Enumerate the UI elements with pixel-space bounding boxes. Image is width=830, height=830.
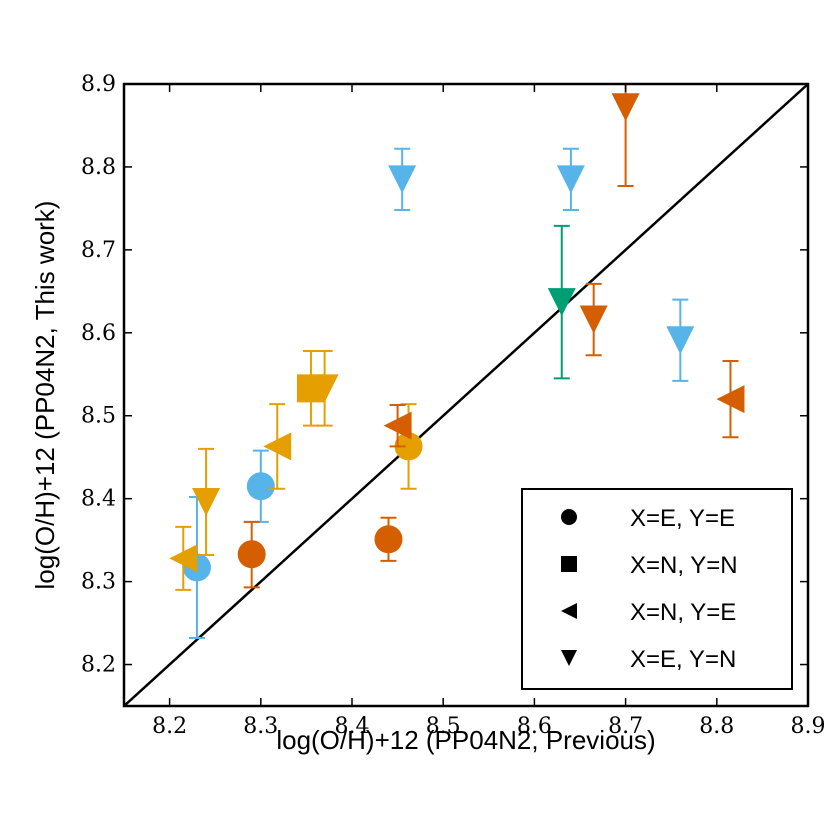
plot-frame	[122, 82, 810, 708]
x-tick-label: 8.3	[243, 714, 278, 739]
data-point-group	[383, 403, 412, 448]
data-point-triangle-down	[192, 487, 221, 516]
y-axis-label: log(O/H)+12 (PP04N2, This work)	[30, 201, 60, 590]
data-point-group	[310, 350, 339, 427]
legend-label: X=N, Y=N	[630, 552, 738, 579]
data-point-circle	[237, 540, 266, 569]
data-point-triangle-down	[388, 165, 417, 194]
y-tick-label: 8.9	[81, 72, 116, 97]
data-point-group	[374, 516, 403, 562]
legend-marker-triangle-down	[561, 650, 577, 666]
data-point-group	[246, 449, 275, 523]
y-tick-label: 8.3	[81, 570, 116, 595]
data-point-group	[716, 359, 745, 439]
data-point-triangle-down	[579, 305, 608, 334]
data-point-triangle-left	[716, 385, 745, 414]
data-point-triangle-left	[263, 432, 292, 461]
data-point-triangle-left	[383, 411, 412, 440]
data-point-triangle-left	[169, 544, 198, 573]
data-point-circle	[374, 525, 403, 554]
data-point-group	[666, 298, 695, 382]
data-point-group	[579, 282, 608, 357]
data-point-group	[556, 147, 585, 212]
data-point-group	[547, 224, 576, 380]
legend-label: X=N, Y=E	[630, 599, 736, 626]
x-tick-label: 8.8	[699, 714, 734, 739]
data-point-group	[263, 403, 292, 490]
data-point-circle	[394, 432, 423, 461]
x-tick-label: 8.5	[426, 714, 461, 739]
y-tick-label: 8.5	[81, 404, 116, 429]
y-tick-label: 8.7	[81, 238, 116, 263]
legend: X=E, Y=E X=N, Y=N X=N, Y=E X=E, Y=N	[521, 488, 793, 690]
data-point-triangle-down	[556, 165, 585, 194]
legend-marker-triangle-left	[561, 603, 577, 619]
legend-label: X=E, Y=E	[630, 505, 735, 532]
legend-marker-square	[561, 556, 577, 572]
x-tick-label: 8.7	[608, 714, 643, 739]
data-point-group	[237, 520, 266, 589]
x-axis-label: log(O/H)+12 (PP04N2, Previous)	[276, 725, 655, 755]
x-tick-label: 8.9	[791, 714, 826, 739]
data-point-triangle-down	[310, 374, 339, 403]
y-tick-label: 8.6	[81, 321, 116, 346]
legend-marker-circle	[561, 509, 577, 525]
y-tick-label: 8.4	[81, 487, 116, 512]
y-tick-label: 8.2	[81, 653, 116, 678]
data-point-triangle-down	[547, 288, 576, 317]
data-point-group	[388, 147, 417, 212]
data-point-triangle-down	[611, 93, 640, 122]
data-point-group	[169, 525, 198, 591]
y-tick-label: 8.8	[81, 155, 116, 180]
data-point-group	[192, 447, 221, 557]
x-tick-label: 8.2	[152, 714, 187, 739]
legend-label: X=E, Y=N	[630, 646, 736, 673]
data-point-circle	[246, 472, 275, 501]
one-to-one-line	[123, 83, 809, 707]
data-point-triangle-down	[666, 326, 695, 355]
x-tick-label: 8.6	[517, 714, 552, 739]
x-tick-label: 8.4	[335, 714, 370, 739]
